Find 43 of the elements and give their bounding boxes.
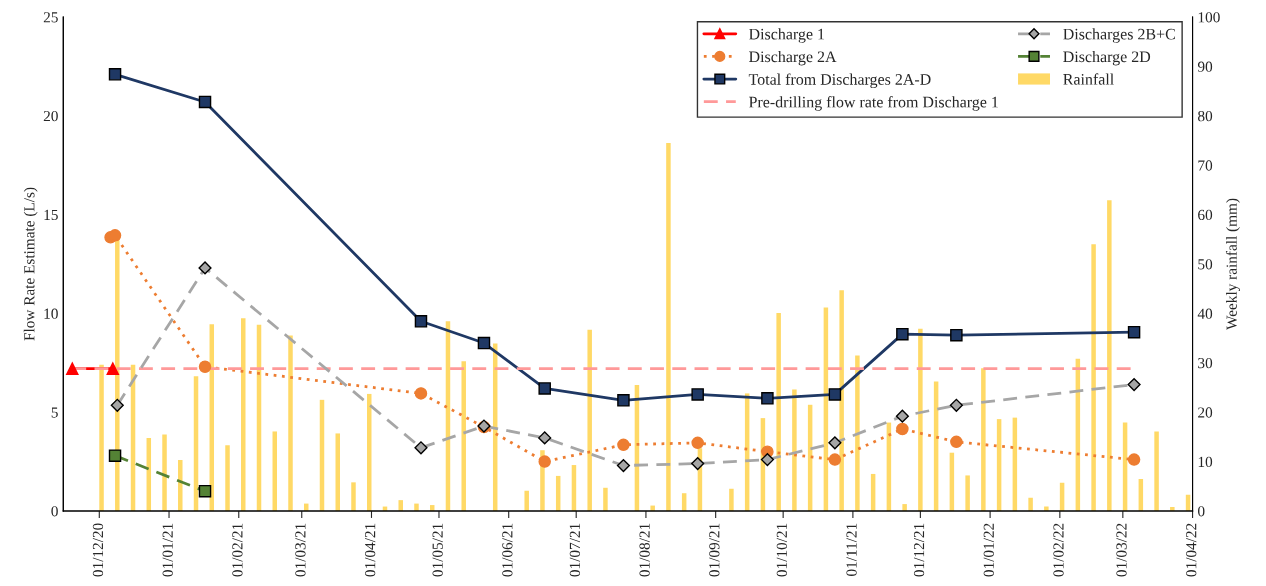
x-tick-label: 01/04/22: [1186, 523, 1197, 577]
y-tick-label: 15: [44, 209, 58, 221]
x-tick-label: 01/01/21: [162, 523, 173, 577]
y2-axis-title: Weekly rainfall (mm): [1225, 198, 1240, 330]
legend-label: Pre-drilling flow rate from Discharge 1: [749, 96, 998, 111]
x-tick-label: 01/02/21: [232, 523, 243, 577]
y2-tick-label: 60: [1198, 209, 1213, 221]
y-tick-label: 20: [43, 110, 58, 122]
legend-label: Rainfall: [1063, 73, 1114, 85]
x-tick-label: 01/08/21: [639, 523, 650, 577]
x-tick-label: 01/04/21: [365, 523, 376, 577]
x-tick-label: 01/12/20: [92, 523, 104, 577]
y2-tick-label: 40: [1197, 308, 1213, 319]
y2-tick-label: 100: [1198, 12, 1220, 23]
y2-tick-label: 10: [1198, 456, 1213, 468]
y2-tick-label: 70: [1198, 160, 1213, 171]
x-tick-label: 01/06/21: [502, 523, 513, 577]
x-tick-label: 01/09/21: [709, 523, 720, 577]
x-tick-label: 01/03/21: [295, 523, 306, 577]
y-axis-title: Flow Rate Estimate (L/s): [23, 187, 38, 341]
x-tick-label: 01/11/21: [846, 523, 857, 576]
y2-tick-label: 30: [1198, 357, 1213, 369]
legend-label: Discharge 2A: [749, 50, 837, 66]
x-tick-label: 01/03/22: [1116, 523, 1127, 577]
x-tick-label: 01/05/21: [432, 523, 443, 577]
y-tick-label: 25: [43, 12, 58, 23]
x-tick-label: 01/12/21: [913, 523, 925, 577]
y2-tick-label: 80: [1198, 110, 1213, 122]
y2-tick-label: 20: [1198, 407, 1213, 418]
x-tick-label: 01/01/22: [983, 523, 994, 577]
legend-label: Total from Discharges 2A-D: [748, 73, 931, 89]
x-tick-label: 01/02/22: [1053, 523, 1064, 577]
y2-tick-label: 90: [1197, 61, 1213, 72]
y-tick-label: 10: [44, 308, 58, 319]
legend-label: Discharge 1: [749, 28, 825, 43]
legend-label: Discharges 2B+C: [1063, 28, 1175, 43]
y-tick-label: 5: [51, 407, 58, 418]
x-tick-label: 01/07/21: [569, 523, 581, 577]
legend-label: Discharge 2D: [1063, 50, 1151, 66]
y-tick-label: 0: [51, 506, 58, 517]
y2-tick-label: 0: [1198, 506, 1205, 517]
y2-tick-label: 50: [1198, 259, 1213, 270]
x-tick-label: 01/10/21: [776, 523, 787, 577]
